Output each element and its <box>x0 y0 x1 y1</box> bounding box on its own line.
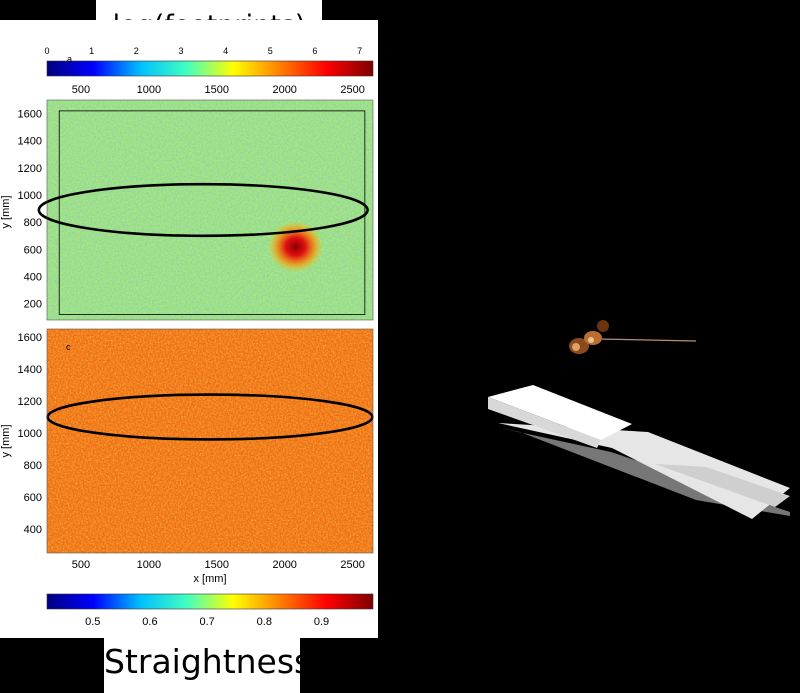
colorbar-footprints-log-tick-label: 1 <box>89 46 94 56</box>
y-axis-label-c: y [mm] <box>0 425 12 458</box>
y-tick-label-c: 1000 <box>18 428 42 440</box>
y-tick-label-c: 400 <box>24 524 42 536</box>
panel-letter-a: a <box>67 54 72 64</box>
colorbar-straightness-tick-label: 0.5 <box>85 616 100 628</box>
colorbar-footprints-log-tick-label: 4 <box>223 46 228 56</box>
x-ticks-c: 500 1000 1500 2000 2500 <box>72 559 365 571</box>
y-tick-label-a: 1200 <box>18 163 42 175</box>
heatmap-footprints-texture <box>47 100 373 320</box>
ant-robot-image <box>569 320 697 354</box>
colorbar-footprints-mm-tick-label: 1500 <box>205 84 229 96</box>
colorbar-straightness-tick-label: 0.6 <box>142 616 157 628</box>
x-tick-label-c: 2500 <box>340 559 364 571</box>
x-tick-label-c: 1000 <box>137 559 161 571</box>
platform-top <box>488 385 632 440</box>
x-tick-label-c: 500 <box>72 559 90 571</box>
highlight-ellipse-a <box>37 182 369 238</box>
colorbar-footprints-log-tick-label: 7 <box>357 46 362 56</box>
y-ticks-a: 200 400 600 800 1000 1200 1400 1600 <box>18 109 42 311</box>
panel-letter-c: c <box>66 342 71 352</box>
y-tick-label-c: 600 <box>24 492 42 504</box>
colorbar-straightness-bar <box>46 593 374 610</box>
y-tick-label-c: 1200 <box>18 396 42 408</box>
robot-wheel <box>572 343 580 351</box>
highlight-ellipse-c <box>46 393 374 441</box>
colorbar-footprints: 0 1 2 3 4 5 6 7 500 1000 1500 2000 2500 a <box>44 46 374 96</box>
colorbar-title-straightness: Straightness <box>104 642 312 681</box>
y-tick-label-a: 1400 <box>18 136 42 148</box>
y-tick-label-a: 1600 <box>18 109 42 121</box>
heatmap-footprints: 200 400 600 800 1000 1200 1400 1600 y [mm] <box>0 99 374 321</box>
x-tick-label-c: 2000 <box>272 559 296 571</box>
colorbar-straightness-tick-label: 0.7 <box>199 616 214 628</box>
colorbar-footprints-mm-tick-label: 500 <box>72 84 90 96</box>
white-platform-image <box>488 385 790 519</box>
colorbar-footprints-log-tick-label: 0 <box>44 46 49 56</box>
colorbar-footprints-mm-tick-label: 1000 <box>137 84 161 96</box>
x-axis-label-c: x [mm] <box>194 573 227 585</box>
colorbar-straightness-ticks: 0.5 0.6 0.7 0.8 0.9 <box>85 616 329 628</box>
platform-ramp <box>498 423 790 519</box>
arena-boundary <box>58 110 366 315</box>
x-tick-label-c: 1500 <box>205 559 229 571</box>
y-tick-label-a: 200 <box>24 299 42 311</box>
y-tick-label-a: 1000 <box>18 190 42 202</box>
heatmap-straightness-texture-2 <box>47 329 373 553</box>
colorbar-footprints-log-ticks: 0 1 2 3 4 5 6 7 <box>44 46 362 56</box>
y-tick-label-c: 800 <box>24 460 42 472</box>
y-axis-label-a: y [mm] <box>0 196 12 229</box>
platform-edge <box>488 397 601 448</box>
heatmap-footprints-frame <box>46 99 374 321</box>
colorbar-straightness: 0.5 0.6 0.7 0.8 0.9 <box>46 593 374 628</box>
colorbar-footprints-mm-tick-label: 2500 <box>340 84 364 96</box>
colorbar-footprints-bar <box>46 60 374 77</box>
colorbar-straightness-tick-label: 0.9 <box>314 616 329 628</box>
colorbar-straightness-tick-label: 0.8 <box>257 616 272 628</box>
heatmap-straightness-frame <box>46 328 374 554</box>
y-tick-label-a: 800 <box>24 217 42 229</box>
colorbar-footprints-log-tick-label: 3 <box>178 46 183 56</box>
robot-head <box>597 320 609 332</box>
colorbar-footprints-log-tick-label: 2 <box>134 46 139 56</box>
colorbar-footprints-log-tick-label: 6 <box>312 46 317 56</box>
y-tick-label-c: 1600 <box>18 332 42 344</box>
platform-stripe <box>655 464 790 507</box>
robot-joint <box>588 337 594 343</box>
y-ticks-c: 400 600 800 1000 1200 1400 1600 <box>18 332 42 536</box>
y-tick-label-a: 400 <box>24 272 42 284</box>
robot-antenna <box>599 338 697 342</box>
colorbar-footprints-mm-tick-label: 2000 <box>272 84 296 96</box>
y-tick-label-c: 1400 <box>18 364 42 376</box>
heatmap-straightness: c 400 600 800 1000 1200 1400 1600 500 1000 1500 2… <box>0 328 374 585</box>
colorbar-footprints-log-tick-label: 5 <box>268 46 273 56</box>
bottom-title-box: Straightness <box>104 636 312 693</box>
y-tick-label-a: 600 <box>24 244 42 256</box>
colorbar-footprints-mm-ticks: 500 1000 1500 2000 2500 <box>72 84 365 96</box>
